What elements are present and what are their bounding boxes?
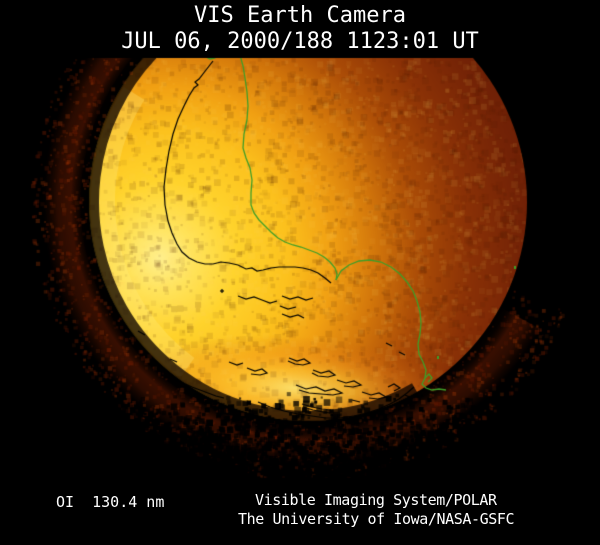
wavelength-label: OI 130.4 nm xyxy=(56,493,165,511)
institution-credit: The University of Iowa/NASA-GSFC xyxy=(238,510,515,528)
image-timestamp: JUL 06, 2000/188 1123:01 UT xyxy=(121,29,479,54)
image-title: VIS Earth Camera xyxy=(194,3,406,28)
instrument-credit: Visible Imaging System/POLAR xyxy=(255,491,497,509)
